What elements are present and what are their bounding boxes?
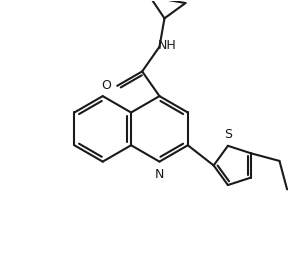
Text: NH: NH xyxy=(158,39,177,52)
Text: S: S xyxy=(224,128,232,141)
Text: N: N xyxy=(155,168,164,181)
Text: O: O xyxy=(101,79,111,92)
